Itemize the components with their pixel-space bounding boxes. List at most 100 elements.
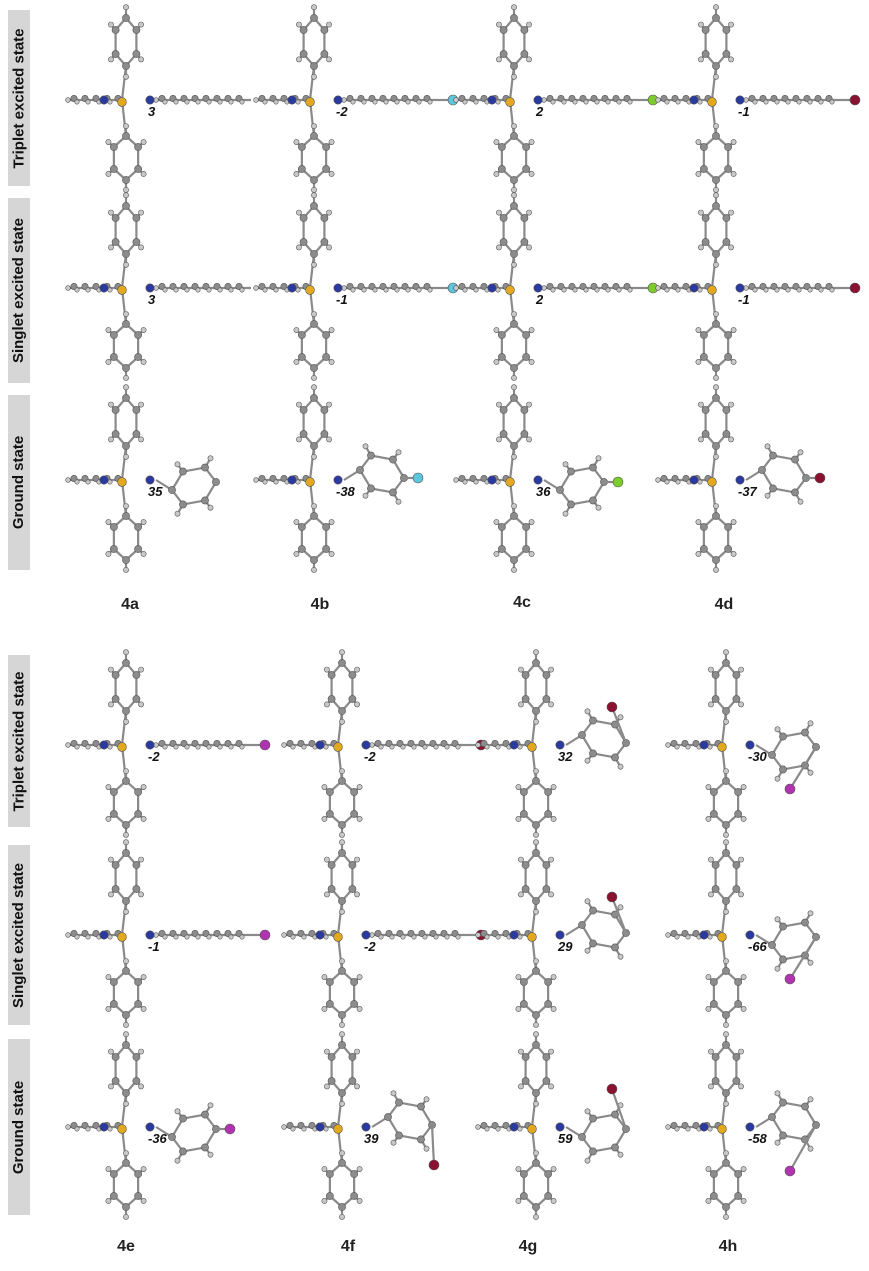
hydrogen-atom [85, 934, 91, 940]
hydrogen-atom [105, 551, 112, 557]
boron-atom [527, 1124, 537, 1134]
nitrogen-atom [555, 740, 565, 750]
hydrogen-atom [356, 1006, 363, 1012]
nitrogen-atom [699, 1122, 709, 1132]
hydrogen-atom [518, 666, 524, 673]
carbon-atom [712, 14, 720, 22]
hydrogen-atom [728, 209, 734, 216]
dihedral-angle-4c-ground: 36 [536, 484, 551, 499]
hydrogen-atom [273, 479, 279, 485]
hydrogen-atom [526, 244, 532, 251]
hydrogen-atom [389, 934, 395, 940]
nitrogen-atom [533, 475, 543, 485]
hydrogen-atom [752, 287, 758, 293]
carbon-atom [734, 810, 743, 818]
hydrogen-atom [493, 551, 500, 557]
carbon-atom [109, 978, 118, 986]
carbon-atom [350, 1000, 359, 1008]
hydrogen-atom [774, 726, 781, 733]
hydrogen-atom [328, 551, 335, 557]
hydrogen-atom [444, 744, 450, 750]
hydrogen-atom [807, 910, 814, 917]
hydrogen-atom [362, 443, 369, 450]
nitrogen-atom [689, 475, 699, 485]
hydrogen-atom [416, 99, 422, 105]
bond [789, 746, 817, 790]
hydrogen-atom [262, 99, 268, 105]
hydrogen-atom [665, 1124, 671, 1130]
hydrogen-atom [273, 99, 279, 105]
carbon-atom [109, 523, 118, 531]
carbon-atom [578, 921, 586, 929]
hydrogen-atom [328, 359, 335, 365]
carbon-atom [132, 885, 141, 893]
carbon-atom [350, 1192, 359, 1200]
hydrogen-atom [174, 1108, 181, 1115]
carbon-atom [701, 26, 710, 34]
hydrogen-atom [616, 99, 622, 105]
carbon-atom [499, 430, 508, 438]
row-label-singlet: Singlet excited state [8, 845, 30, 1025]
carbon-atom [532, 1041, 540, 1049]
carbon-atom [519, 788, 528, 796]
molecule-4d-singlet: -1 [655, 192, 861, 381]
hydrogen-atom [730, 139, 737, 145]
nitrogen-atom [99, 740, 109, 750]
hydrogen-atom [123, 831, 129, 838]
hydrogen-atom [206, 99, 212, 105]
hydrogen-atom [74, 287, 80, 293]
hydrogen-atom [123, 73, 129, 80]
carbon-atom [779, 922, 787, 931]
hydrogen-atom [738, 891, 744, 898]
nitrogen-atom [99, 1122, 109, 1132]
hydrogen-atom [123, 718, 129, 725]
hydrogen-atom [723, 831, 729, 838]
carbon-atom [699, 331, 708, 339]
hydrogen-atom [85, 744, 91, 750]
hydrogen-atom [723, 1213, 729, 1220]
carbon-atom [310, 176, 318, 184]
hydrogen-atom [713, 453, 719, 460]
carbon-atom [734, 978, 743, 986]
hydrogen-atom [698, 209, 704, 216]
hydrogen-atom [617, 953, 624, 960]
carbon-atom [510, 556, 518, 564]
nitrogen-atom [509, 930, 519, 940]
hydrogen-atom [239, 744, 245, 750]
carbon-atom [109, 1000, 118, 1008]
hydrogen-atom [708, 1083, 714, 1090]
hydrogen-atom [326, 401, 332, 408]
carbon-atom [724, 165, 733, 173]
carbon-atom [320, 26, 329, 34]
hydrogen-atom [453, 285, 459, 291]
dihedral-angle-4g-triplet: 32 [558, 749, 573, 764]
carbon-atom [520, 50, 529, 58]
hydrogen-atom [453, 477, 459, 483]
hydrogen-atom [493, 327, 500, 333]
carbon-atom [779, 765, 787, 774]
carbon-atom [322, 353, 331, 361]
hydrogen-atom [326, 436, 332, 443]
hydrogen-atom [774, 287, 780, 293]
hydrogen-atom [797, 449, 804, 456]
carbon-atom [499, 214, 508, 222]
carbon-atom [320, 406, 329, 414]
row-label-triplet: Triplet excited state [8, 10, 30, 186]
carbon-atom [699, 523, 708, 531]
carbon-atom [327, 861, 336, 869]
molecule-4c-singlet: 2 [453, 192, 659, 381]
hydrogen-atom [311, 261, 317, 268]
carbon-atom [122, 1011, 130, 1019]
hydrogen-atom [763, 99, 769, 105]
molecule-4g-triplet: 32 [475, 649, 630, 838]
carbon-atom [122, 1203, 130, 1211]
hydrogen-atom [405, 287, 411, 293]
hydrogen-atom [584, 757, 591, 764]
carbon-atom [384, 1113, 392, 1121]
hydrogen-atom [108, 1083, 114, 1090]
carbon-atom [722, 777, 730, 785]
nitrogen-atom [145, 475, 155, 485]
hydrogen-atom [584, 1108, 591, 1115]
hydrogen-atom [705, 1166, 712, 1172]
carbon-atom [122, 250, 130, 258]
